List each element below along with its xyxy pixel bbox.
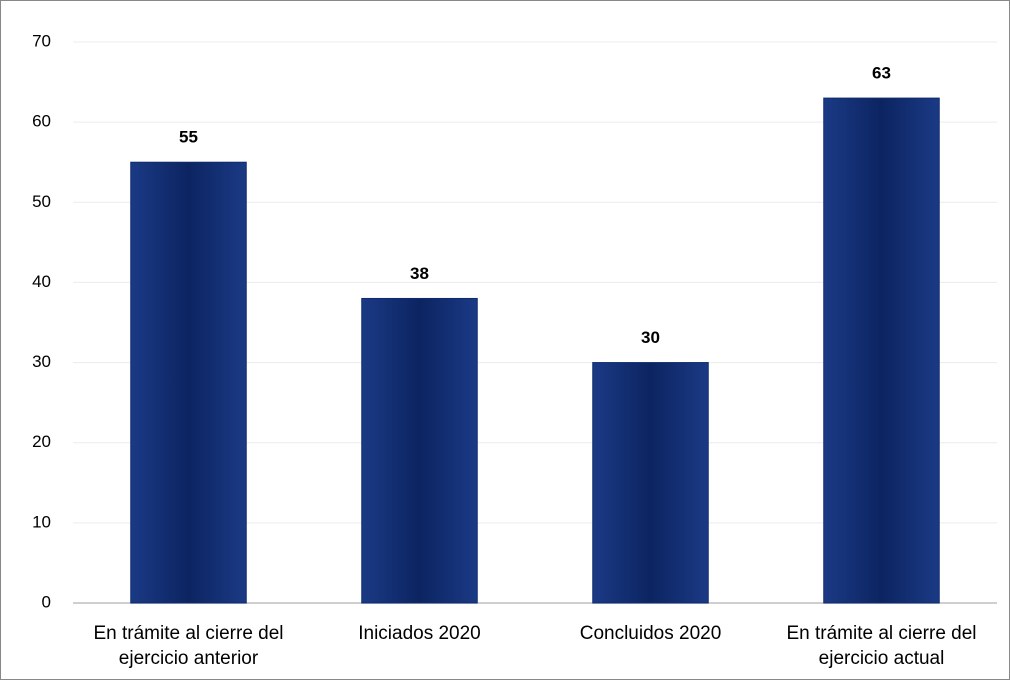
x-tick-label: Iniciados 2020 [358,623,481,644]
x-tick-label: En trámite al cierre del ejercicio anter… [93,623,284,669]
y-tick-label: 30 [32,352,51,371]
y-tick-label: 40 [32,272,51,291]
bar [592,362,709,604]
value-label: 30 [641,328,660,347]
y-tick-label: 0 [42,592,51,611]
bar [361,297,478,604]
x-tick-label: Concluidos 2020 [579,623,722,644]
y-tick-label: 50 [32,192,51,211]
bar [130,161,247,604]
value-label: 38 [410,264,429,283]
x-tick-label: En trámite al cierre del ejercicio actua… [786,623,977,669]
y-tick-label: 10 [32,512,51,531]
y-tick-label: 70 [32,31,51,50]
y-tick-label: 60 [32,112,51,131]
bar [823,97,940,604]
y-tick-label: 20 [32,432,51,451]
value-label: 55 [179,128,198,147]
value-label: 63 [872,64,891,83]
